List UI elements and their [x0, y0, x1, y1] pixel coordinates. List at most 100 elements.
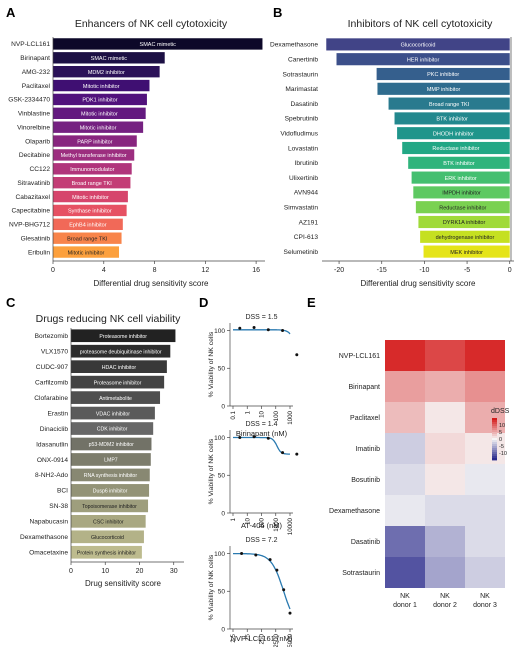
heatmap-cell-5-0	[385, 495, 425, 526]
category-label-A-9: CC122	[29, 166, 50, 173]
bar-A-7	[53, 135, 137, 147]
bar-label-C-9: RNA synthesis inhibitor	[84, 473, 138, 479]
heatmap-cell-3-0	[385, 433, 425, 464]
category-label-A-11: Cabazitaxel	[16, 194, 51, 201]
bar-B-2	[376, 67, 510, 81]
bar-label-C-4: Antimetabolite	[99, 396, 132, 402]
data-point-D3-2	[268, 558, 272, 562]
data-point-D1-0	[238, 326, 242, 330]
bar-C-1	[71, 344, 171, 358]
y-tick-label-D2-0: 0	[221, 510, 225, 517]
bar-A-0	[53, 38, 263, 50]
category-label-C-8: ONX-0914	[37, 457, 68, 464]
bar-label-A-11: Mitotic inhibitor	[72, 195, 109, 201]
bar-C-5	[71, 406, 155, 420]
bar-B-4	[388, 97, 510, 110]
heatmap-cell-6-2	[465, 526, 505, 557]
panel-d-letter: D	[199, 295, 208, 310]
panel-a: A Enhancers of NK cell cytotoxicity SMAC…	[6, 5, 265, 288]
bar-C-12	[71, 514, 146, 528]
heatmap-legend-swatch-12	[492, 442, 497, 445]
bar-C-8	[71, 453, 151, 466]
heatmap-row-label-6: Dasatinib	[351, 539, 380, 546]
bar-B-0	[326, 38, 510, 51]
heatmap-row-label-5: Dexamethasone	[329, 508, 380, 515]
category-label-A-6: Vinorelbine	[17, 124, 50, 131]
panel-b-letter: B	[273, 5, 282, 20]
heatmap-legend-swatch-8	[492, 434, 497, 437]
heatmap-col-label-0-0: NK	[400, 593, 410, 600]
heatmap-row-label-1: Birinapant	[348, 384, 380, 391]
bar-C-10	[71, 484, 150, 497]
category-label-A-5: Vinblastine	[18, 111, 50, 118]
bar-label-C-7: p53-MDM2 inhibitor	[89, 442, 135, 448]
bar-label-A-15: Mitotic inhibitor	[68, 250, 105, 256]
heatmap-row-label-3: Imatinib	[355, 446, 380, 453]
category-label-C-11: SN-38	[49, 503, 68, 510]
category-label-B-2: Sotrastaurin	[282, 71, 318, 78]
heatmap-legend-swatch-16	[492, 450, 497, 453]
bar-label-B-9: ERK inhibitor	[445, 176, 477, 182]
bar-label-C-0: Proteasome inhibitor	[99, 334, 147, 340]
x-tick-label-A-1: 4	[102, 267, 106, 274]
panel-e-letter: E	[307, 295, 316, 310]
bar-A-14	[53, 232, 122, 244]
data-point-D1-3	[281, 329, 285, 333]
bar-A-8	[53, 149, 135, 161]
x-tick-label-D2-2: 100	[259, 517, 266, 528]
heatmap-legend-swatch-20	[492, 458, 497, 461]
bar-label-C-12: CSC inhibitor	[93, 520, 124, 526]
bar-label-C-1: proteasome deubiquitinase inhibitor	[80, 349, 162, 355]
panel-b: B Inhibitors of NK cell cytotoxicity Glu…	[270, 5, 514, 288]
bar-label-A-8: Methyl transferase inhibitor	[61, 153, 127, 159]
category-label-B-14: Selumetinib	[284, 249, 319, 256]
bar-B-9	[411, 171, 510, 184]
category-label-C-10: BCI	[57, 488, 68, 495]
bar-label-A-14: Broad range TKI	[67, 236, 108, 242]
heatmap-legend-swatch-15	[492, 448, 497, 451]
x-tick-label-A-0: 0	[51, 267, 55, 274]
category-label-B-13: CPI-613	[294, 234, 319, 241]
x-tick-label-D1-4: 1000	[287, 410, 294, 424]
category-label-A-1: Birinapant	[20, 55, 50, 62]
bar-B-11	[415, 201, 510, 214]
x-tick-label-D1-0: 0.1	[230, 410, 237, 419]
bar-label-B-13: dehydrogenase inhibitor	[436, 235, 495, 241]
bar-A-3	[53, 79, 150, 92]
bar-B-13	[420, 230, 510, 243]
heatmap-cell-2-1	[425, 402, 465, 433]
y-axis-label-D3: % Viability of NK cells	[208, 554, 215, 620]
data-point-D2-3	[281, 451, 285, 455]
data-point-D2-4	[295, 452, 299, 456]
bar-label-C-5: VDAC inhibitor	[96, 411, 130, 417]
x-tick-label-D3-4: 25000	[287, 633, 294, 647]
x-tick-label-C-2: 20	[136, 568, 144, 575]
category-label-B-1: Canertinib	[288, 57, 318, 64]
bar-label-B-5: BTK inhibitor	[436, 117, 468, 123]
heatmap-legend-swatch-1	[492, 420, 497, 423]
heatmap-legend-swatch-11	[492, 440, 497, 443]
heatmap-row-label-7: Sotrastaurin	[342, 570, 380, 577]
bar-B-12	[418, 215, 510, 229]
y-axis-label-D2: % Viability of NK cells	[208, 438, 215, 504]
y-tick-label-D3-1: 50	[218, 589, 226, 596]
bar-label-A-6: Mitotic inhibitor	[80, 125, 117, 131]
heatmap-legend-swatch-10	[492, 438, 497, 441]
category-label-B-12: AZ191	[299, 219, 319, 226]
dss-label-D2: DSS = 1.4	[245, 421, 277, 428]
category-label-C-14: Omacetaxine	[29, 550, 68, 557]
y-tick-label-D1-2: 100	[214, 328, 225, 335]
category-label-B-6: Vidofludimus	[280, 131, 318, 138]
category-label-C-9: 8-NH2-Ado	[35, 472, 68, 479]
bar-label-B-12: DYRK1A inhibitor	[443, 220, 486, 226]
category-label-C-0: Bortezomib	[35, 333, 69, 340]
panel-a-letter: A	[6, 5, 16, 20]
heatmap-row-label-0: NVP-LCL161	[339, 353, 380, 360]
category-label-B-10: AVN944	[294, 190, 318, 197]
data-point-D2-2	[266, 436, 270, 440]
bar-B-5	[394, 112, 510, 125]
heatmap-col-label-2-0: NK	[480, 593, 490, 600]
heatmap-cell-0-0	[385, 340, 425, 371]
data-point-D3-4	[282, 588, 286, 592]
heatmap-cell-4-0	[385, 464, 425, 495]
